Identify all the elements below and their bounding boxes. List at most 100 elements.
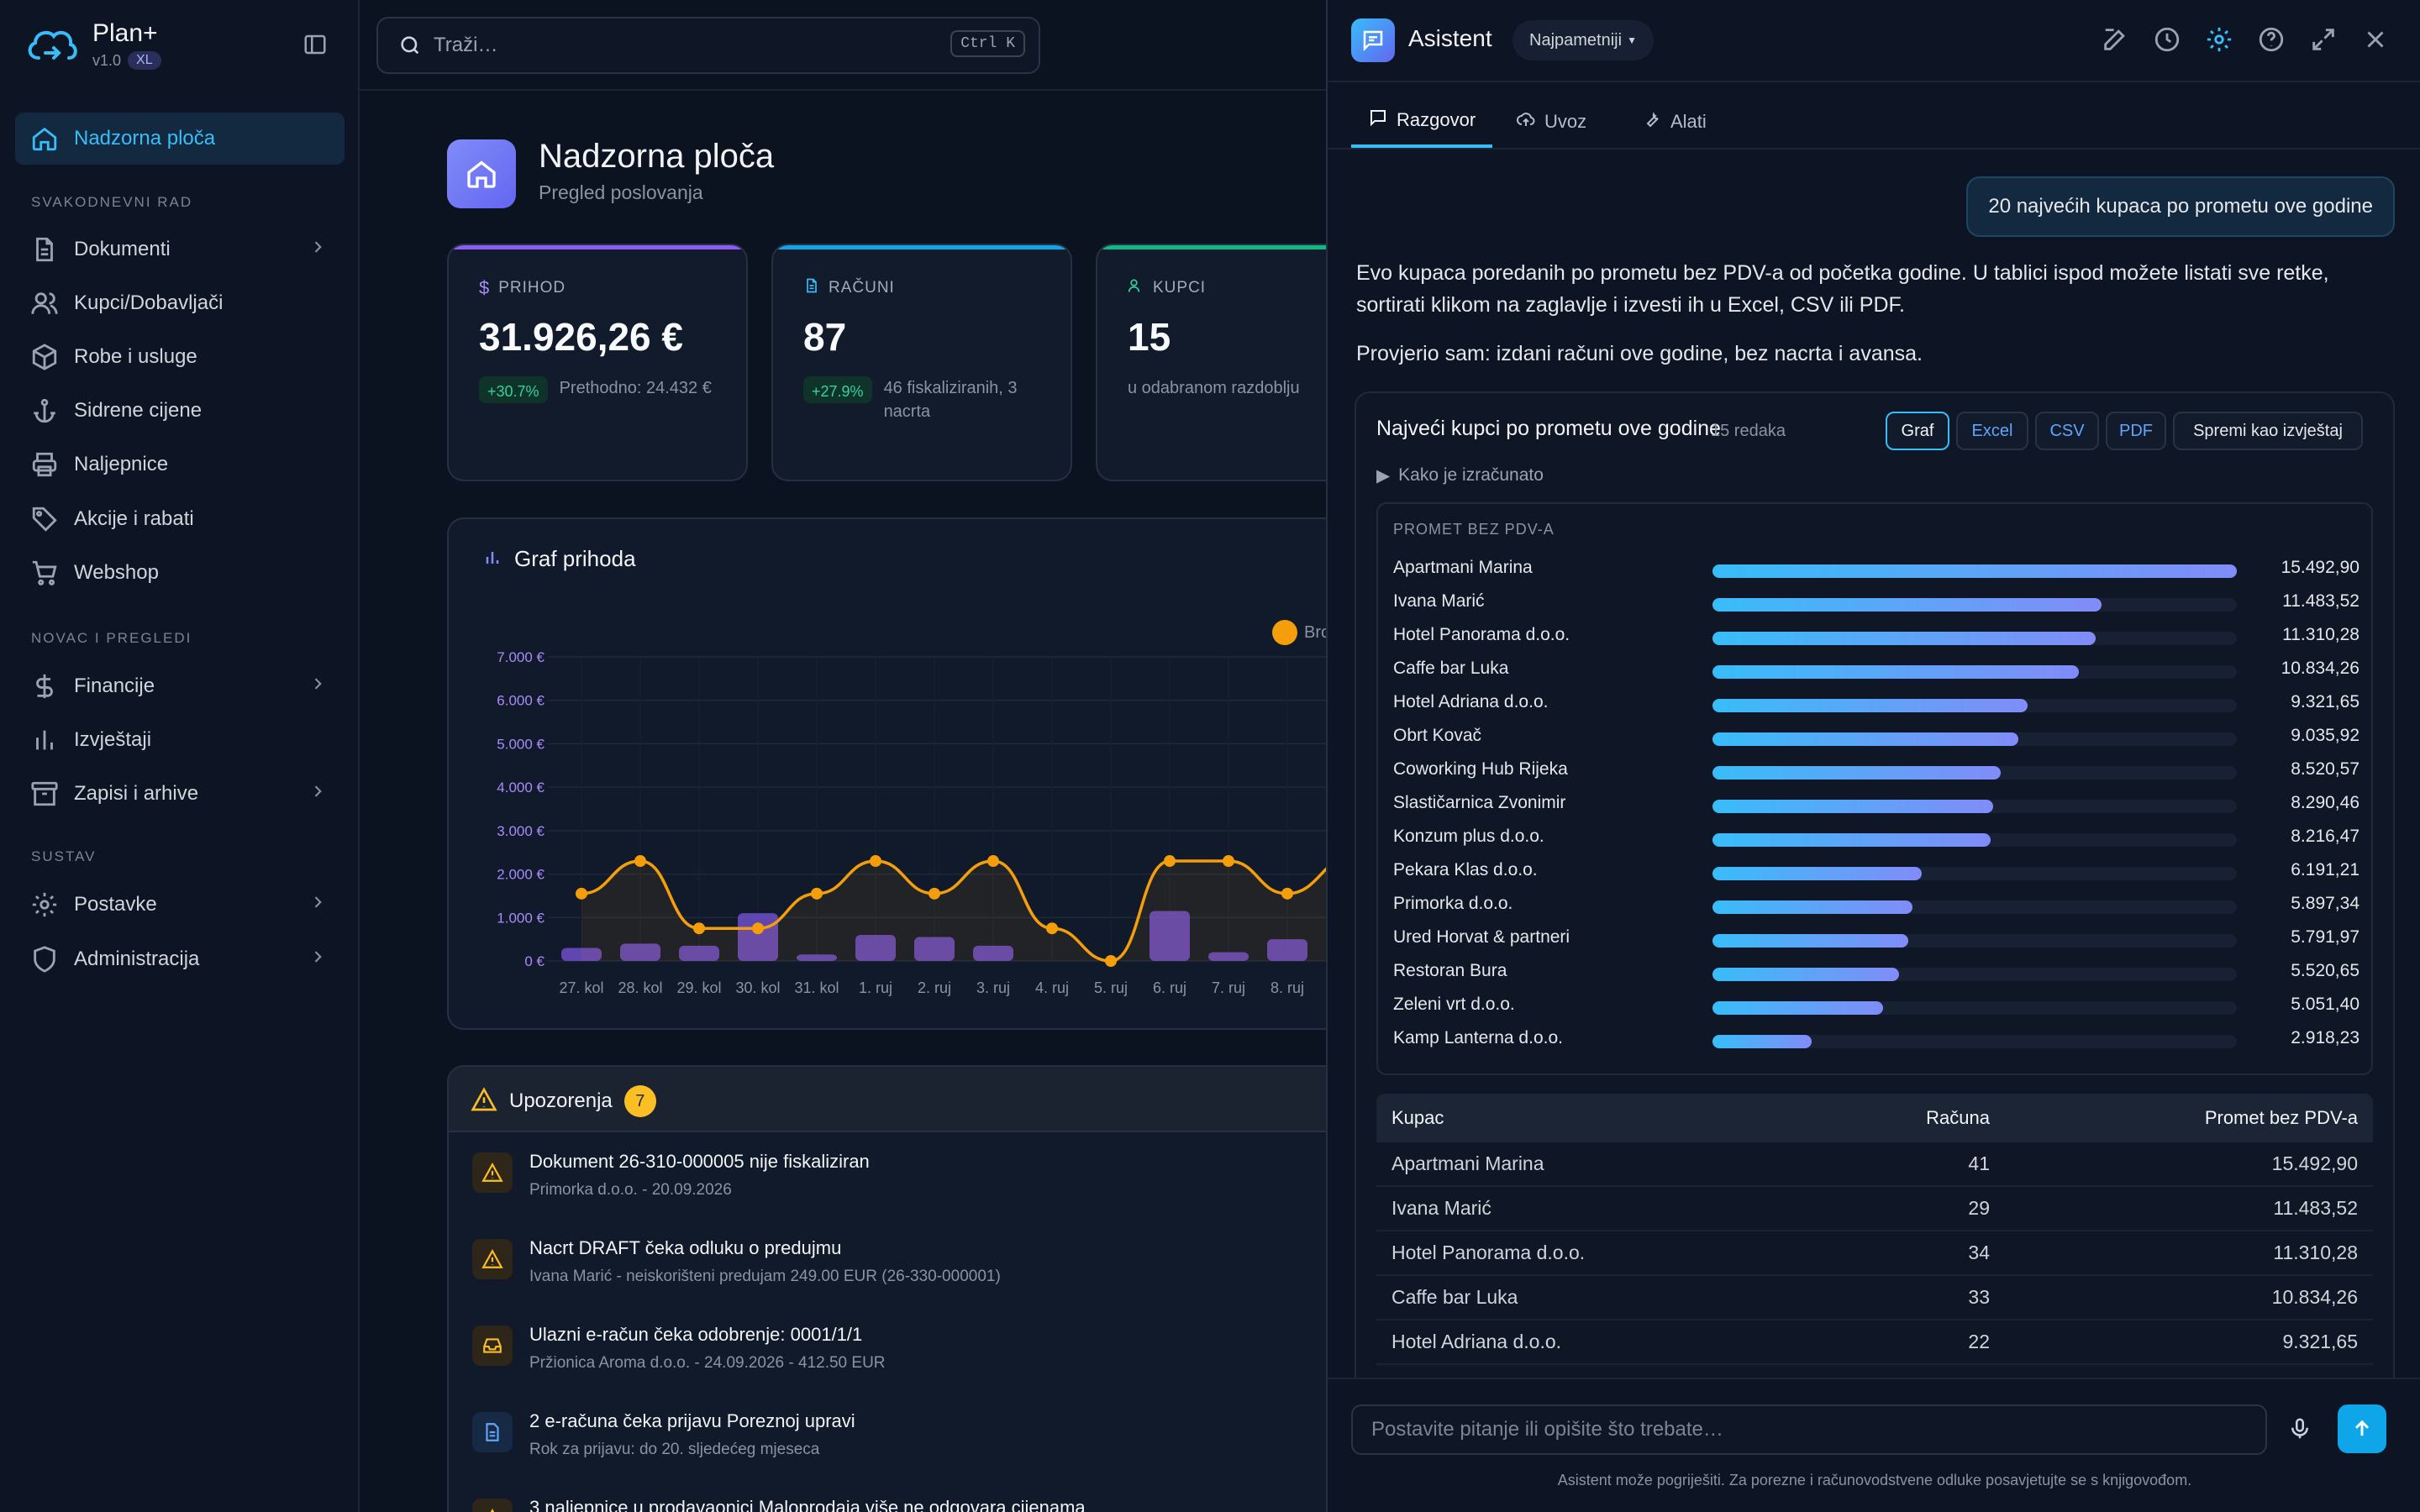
send-button[interactable]	[2338, 1404, 2386, 1453]
sidebar-item-dashboard[interactable]: Nadzorna ploča	[15, 113, 345, 165]
sidebar-item-labels[interactable]: Naljepnice	[15, 438, 345, 491]
top-bar: Traži… Ctrl K	[360, 0, 1328, 91]
stat-card-revenue[interactable]: $ PRIHOD 31.926,26 € +30.7% Prethodno: 24.…	[447, 244, 748, 481]
warning-item[interactable]: 2 e-računa čeka prijavu Poreznoj upravi R…	[472, 1407, 1313, 1483]
document-icon	[803, 277, 820, 299]
table-row[interactable]: Hotel Adriana d.o.o. 22 9.321,65	[1376, 1320, 2373, 1365]
ranking-bar-track	[1712, 564, 2237, 578]
ranking-bar	[1712, 1035, 1812, 1048]
stat-card-invoices[interactable]: RAČUNI 87 +27.9% 46 fiskaliziranih, 3 nac…	[771, 244, 1072, 481]
pdf-export-button[interactable]: PDF	[2106, 412, 2166, 450]
page-title: Nadzorna ploča	[539, 138, 775, 175]
sidebar-item-label: Kupci/Dobavljači	[74, 291, 224, 314]
chart-view-button[interactable]: Graf	[1886, 412, 1949, 450]
caret-down-icon: ▼	[1627, 34, 1637, 46]
edit-icon[interactable]	[2101, 25, 2131, 55]
col-header-customer[interactable]: Kupac	[1392, 1107, 1444, 1128]
ranking-row: Pekara Klas d.o.o. 6.191,21	[1393, 855, 2360, 887]
cell-customer: Apartmani Marina	[1392, 1152, 1544, 1174]
page-subtitle: Pregled poslovanja	[539, 181, 703, 203]
file-icon	[472, 1412, 513, 1452]
cell-count: 29	[1968, 1197, 1990, 1219]
warning-item[interactable]: Nacrt DRAFT čeka odluku o predujmu Ivana …	[472, 1234, 1313, 1310]
ranking-customer-name: Slastičarnica Zvonimir	[1393, 793, 1566, 812]
x-tick-label: 8. ruj	[1270, 979, 1304, 996]
warning-item[interactable]: Ulazni e-račun čeka odobrenje: 0001/1/1 P…	[472, 1320, 1313, 1396]
ranking-customer-name: Coworking Hub Rijeka	[1393, 759, 1568, 779]
help-icon[interactable]	[2257, 25, 2287, 55]
plan-badge: XL	[128, 51, 161, 70]
expand-icon[interactable]	[2309, 25, 2339, 55]
ranking-row: Hotel Panorama d.o.o. 11.310,28	[1393, 620, 2360, 652]
sidebar-item-customers[interactable]: Kupci/Dobavljači	[15, 277, 345, 329]
ranking-bar	[1712, 1001, 1884, 1015]
ranking-customer-name: Konzum plus d.o.o.	[1393, 827, 1544, 846]
model-selector[interactable]: Najpametniji ▼	[1512, 20, 1654, 60]
how-calculated-toggle[interactable]: ▶ Kako je izračunato	[1376, 465, 1544, 486]
ranking-customer-name: Obrt Kovač	[1393, 726, 1482, 745]
sidebar-item-archives[interactable]: Zapisi i arhive	[15, 768, 345, 820]
box-icon	[30, 343, 59, 371]
table-row[interactable]: Ivana Marić 29 11.483,52	[1376, 1187, 2373, 1231]
csv-export-button[interactable]: CSV	[2035, 412, 2099, 450]
revenue-bar	[914, 937, 955, 961]
microphone-icon[interactable]	[2287, 1416, 2312, 1446]
ranking-row: Coworking Hub Rijeka 8.520,57	[1393, 754, 2360, 786]
cell-count: 34	[1968, 1242, 1990, 1263]
warning-item[interactable]: Dokument 26-310-000005 nije fiskaliziran…	[472, 1147, 1313, 1223]
table-row[interactable]: Hotel Panorama d.o.o. 34 11.310,28	[1376, 1231, 2373, 1276]
warning-item[interactable]: 3 naljepnice u prodavaonici Maloprodaja …	[472, 1494, 1313, 1512]
sidebar-item-goods[interactable]: Robe i usluge	[15, 331, 345, 383]
x-tick-label: 6. ruj	[1153, 979, 1186, 996]
ranking-row: Ivana Marić 11.483,52	[1393, 586, 2360, 618]
ranking-bar	[1712, 833, 1991, 847]
stat-card-customers[interactable]: KUPCI 15 u odabranom razdoblju	[1096, 244, 1328, 481]
search-input[interactable]: Traži… Ctrl K	[376, 17, 1040, 74]
assistant-logo	[1351, 18, 1395, 62]
ranking-row: Konzum plus d.o.o. 8.216,47	[1393, 822, 2360, 853]
tab-conversation[interactable]: Razgovor	[1351, 96, 1493, 148]
chat-input[interactable]: Postavite pitanje ili opišite što trebat…	[1351, 1404, 2267, 1455]
x-tick-label: 30. kol	[735, 979, 780, 996]
table-row[interactable]: Apartmani Marina 41 15.492,90	[1376, 1142, 2373, 1187]
stat-note: 46 fiskaliziranih, 3 nacrta	[883, 379, 1018, 421]
sidebar-item-reports[interactable]: Izvještaji	[15, 714, 345, 766]
history-icon[interactable]	[2153, 25, 2183, 55]
ranking-amount: 11.310,28	[2282, 625, 2360, 644]
table-row[interactable]: Obrt Kovač 9.035,92	[1376, 1365, 2373, 1378]
sidebar-item-settings[interactable]: Postavke	[15, 879, 345, 931]
ranking-bar-track	[1712, 632, 2237, 645]
x-tick-label: 31. kol	[794, 979, 839, 996]
app-name: Plan+	[92, 19, 158, 47]
table-row[interactable]: Caffe bar Luka 33 10.834,26	[1376, 1276, 2373, 1320]
chart-legend[interactable]: Bro	[1272, 620, 1328, 645]
gear-icon[interactable]	[2205, 25, 2235, 55]
line-point	[576, 887, 587, 900]
ranking-bar-track	[1712, 766, 2237, 780]
ranking-bar	[1712, 968, 1900, 981]
sidebar-item-finance[interactable]: Financije	[15, 660, 345, 712]
user-message: 20 najvećih kupaca po prometu ove godine	[1966, 176, 2395, 237]
excel-export-button[interactable]: Excel	[1956, 412, 2028, 450]
ranking-row: Caffe bar Luka 10.834,26	[1393, 654, 2360, 685]
table-header: Kupac Računa Promet bez PDV-a	[1376, 1094, 2373, 1142]
sidebar-item-documents[interactable]: Dokumenti	[15, 223, 345, 276]
col-header-count[interactable]: Računa	[1926, 1107, 1990, 1128]
ranking-bar-track	[1712, 900, 2237, 914]
sidebar-item-webshop[interactable]: Webshop	[15, 547, 345, 599]
sidebar-item-discounts[interactable]: Akcije i rabati	[15, 493, 345, 545]
y-tick-label: 1.000 €	[497, 910, 544, 926]
tab-tools[interactable]: Alati	[1625, 96, 1723, 148]
tab-label: Razgovor	[1397, 109, 1476, 130]
chevron-right-icon	[309, 948, 326, 971]
close-icon[interactable]	[2361, 25, 2391, 55]
save-report-button[interactable]: Spremi kao izvještaj	[2173, 412, 2363, 450]
sidebar-toggle-icon[interactable]	[302, 32, 328, 57]
sidebar-item-administration[interactable]: Administracija	[15, 933, 345, 985]
legend-label: Bro	[1304, 622, 1328, 642]
ranking-bar-track	[1712, 598, 2237, 612]
col-header-revenue[interactable]: Promet bez PDV-a	[2204, 1107, 2358, 1128]
app-logo[interactable]: Plan+ v1.0 XL	[25, 15, 345, 74]
tab-import[interactable]: Uvoz	[1499, 96, 1603, 148]
sidebar-item-anchor-prices[interactable]: Sidrene cijene	[15, 385, 345, 437]
